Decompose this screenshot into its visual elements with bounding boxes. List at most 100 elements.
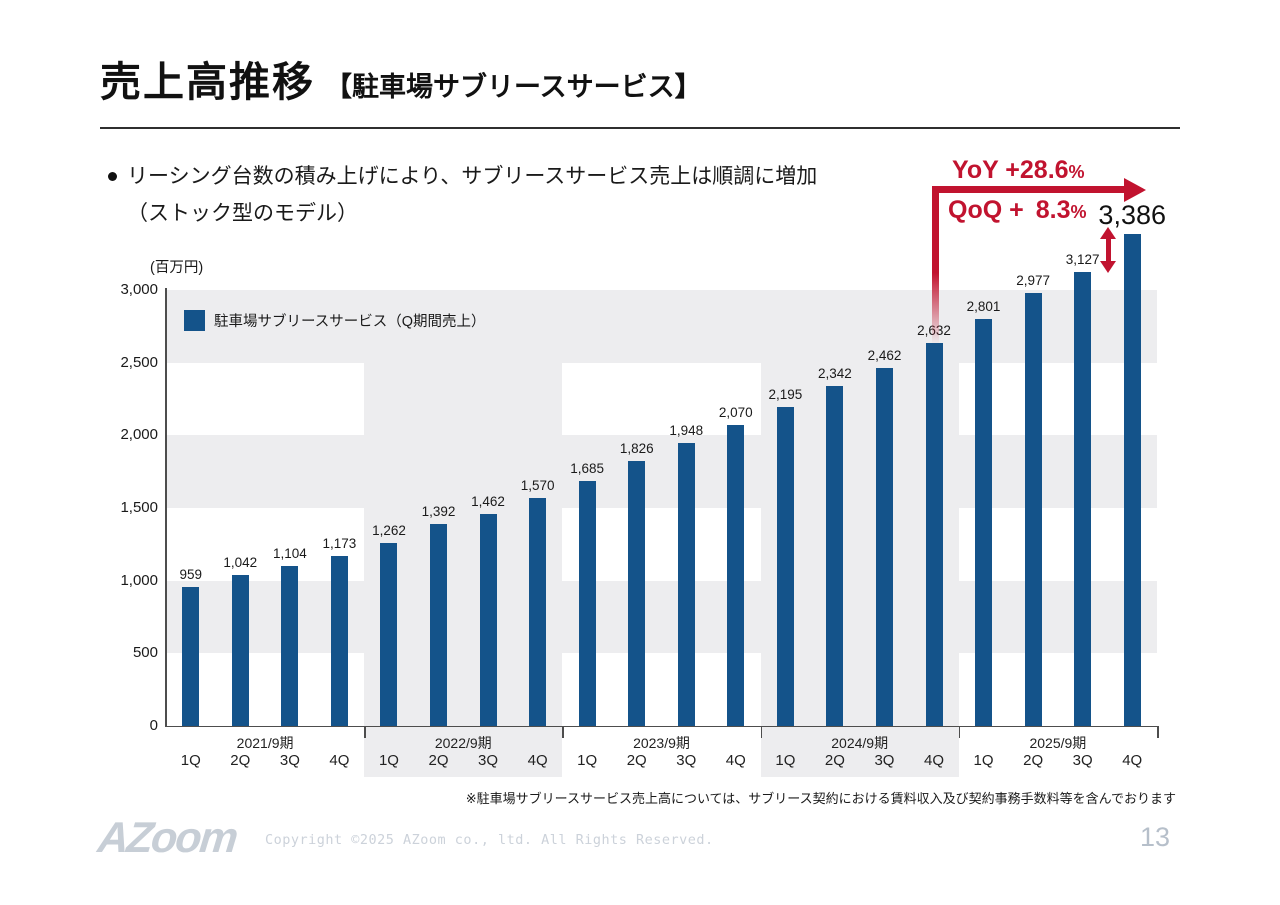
bar-value-label: 1,948 (669, 422, 704, 438)
x-axis-quarter-label: 4Q (924, 752, 945, 769)
bar-value-label: 1,104 (272, 545, 307, 561)
summary-bullet: リーシング台数の積み上げにより、サブリースサービス売上は順調に増加 （ストック型… (108, 158, 817, 232)
qoq-double-arrow-icon (1100, 227, 1116, 273)
revenue-bar (628, 460, 646, 726)
page-title: 売上高推移 【駐車場サブリースサービス】 (100, 48, 702, 108)
yoy-percent-sign: % (1068, 162, 1085, 182)
bar-value-label: 3,127 (1065, 251, 1100, 267)
x-axis-year-label: 2022/9期 (434, 735, 492, 751)
revenue-bar (430, 523, 448, 726)
chart-legend: 駐車場サブリースサービス（Q期間売上） (184, 310, 486, 331)
revenue-bar (529, 497, 547, 726)
legend-swatch (184, 310, 205, 331)
bar-value-label: 2,342 (818, 365, 852, 381)
bar-value-label: 1,462 (471, 493, 505, 509)
x-axis-quarter-label: 2Q (428, 752, 449, 769)
qoq-percent-sign: % (1070, 202, 1087, 222)
revenue-bar (281, 565, 299, 726)
revenue-bar (182, 586, 200, 726)
x-axis-year-label: 2025/9期 (1029, 735, 1087, 751)
bar-value-label: 1,685 (570, 461, 605, 477)
y-axis-tick-label: 2,500 (120, 353, 158, 371)
revenue-bar (975, 318, 993, 726)
bullet-line-2: （ストック型のモデル） (127, 202, 358, 225)
revenue-bar (1024, 293, 1042, 726)
revenue-bar (925, 343, 943, 726)
azoom-logo: AZoom (95, 814, 239, 862)
y-axis-tick-label: 1,000 (120, 571, 158, 589)
x-axis-quarter-label: 2Q (230, 752, 251, 769)
yoy-arrow-line (932, 186, 1124, 193)
bar-value-label: 2,195 (768, 386, 803, 402)
y-axis-tick-label: 2,000 (120, 426, 158, 444)
bar-value-label: 1,570 (520, 477, 555, 493)
bar-value-label: 2,801 (966, 298, 1001, 314)
qoq-value: 8.3 (1035, 196, 1071, 224)
page-title-sub: 【駐車場サブリースサービス】 (325, 72, 702, 102)
x-axis-tick (760, 726, 763, 738)
y-axis-line (165, 288, 167, 727)
qoq-arrow-up (1100, 227, 1116, 239)
revenue-bar (479, 513, 497, 726)
x-axis-quarter-label: 3Q (874, 752, 895, 769)
y-axis-unit-label: (百万円) (150, 260, 204, 276)
revenue-bar (578, 481, 596, 726)
x-axis-quarter-label: 4Q (329, 752, 350, 769)
revenue-bar (776, 406, 794, 726)
bar-value-label: 3,386 (1098, 199, 1166, 230)
x-axis-tick (958, 726, 961, 738)
bar-value-label: 2,070 (718, 405, 753, 421)
bullet-line-1: リーシング台数の積み上げにより、サブリースサービス売上は順調に増加 (127, 165, 818, 188)
x-axis-quarter-label: 4Q (1122, 752, 1143, 769)
revenue-bar (330, 555, 348, 726)
x-axis-tick (364, 726, 366, 738)
x-axis-quarter-label: 4Q (725, 752, 746, 769)
x-axis-quarter-label: 2Q (1023, 752, 1044, 769)
x-axis-year-label: 2023/9期 (633, 735, 690, 751)
x-axis-quarter-label: 1Q (775, 752, 796, 769)
x-axis-quarter-label: 2Q (824, 752, 845, 769)
y-axis-tick-label: 3,000 (120, 281, 158, 298)
bar-value-label: 1,826 (619, 440, 654, 456)
qoq-arrow-shaft (1105, 237, 1111, 263)
revenue-bar (231, 574, 249, 726)
revenue-bar (826, 385, 844, 726)
y-gridband (166, 580, 1157, 654)
x-axis-year-label: 2021/9期 (236, 735, 294, 751)
page-title-main: 売上高推移 (100, 59, 315, 105)
yoy-arrow-vertical-line (932, 186, 939, 344)
y-axis-tick-label: 500 (132, 644, 158, 662)
x-axis-year-label: 2024/9期 (831, 735, 889, 751)
yoy-growth-label: YoY +28.6% (952, 156, 1085, 185)
qoq-growth-label: QoQ + 8.3% (948, 196, 1087, 225)
x-axis-quarter-label: 1Q (378, 752, 399, 769)
revenue-bar (875, 368, 893, 726)
revenue-bar (380, 542, 398, 726)
x-axis-quarter-label: 2Q (626, 752, 647, 769)
yoy-value: +28.6 (1005, 156, 1069, 184)
x-axis-quarter-label: 1Q (973, 752, 994, 769)
x-axis-quarter-label: 3Q (1072, 752, 1093, 769)
y-axis-tick-label: 0 (149, 717, 158, 734)
revenue-bar (677, 442, 695, 726)
page-number: 13 (1140, 822, 1171, 852)
bar-value-label: 1,042 (223, 554, 258, 570)
bar-value-label: 2,977 (1016, 273, 1051, 289)
title-divider (100, 127, 1180, 129)
revenue-bar (1074, 271, 1092, 726)
x-axis-quarter-label: 3Q (279, 752, 300, 769)
bar-value-label: 959 (179, 566, 203, 582)
bar-value-label: 2,462 (867, 348, 902, 364)
x-axis-tick (562, 726, 564, 738)
bar-value-label: 1,262 (372, 522, 406, 538)
x-axis-quarter-label: 3Q (676, 752, 697, 769)
x-axis-quarter-label: 1Q (180, 752, 201, 769)
copyright-text: Copyright ©2025 AZoom co., ltd. All Righ… (265, 832, 714, 848)
x-axis-quarter-label: 1Q (577, 752, 598, 769)
y-axis-tick-label: 1,500 (120, 499, 158, 516)
bar-value-label: 1,173 (322, 535, 357, 551)
bullet-dot-icon (108, 172, 117, 181)
revenue-bar (1123, 233, 1141, 726)
x-axis-quarter-label: 3Q (478, 752, 499, 769)
